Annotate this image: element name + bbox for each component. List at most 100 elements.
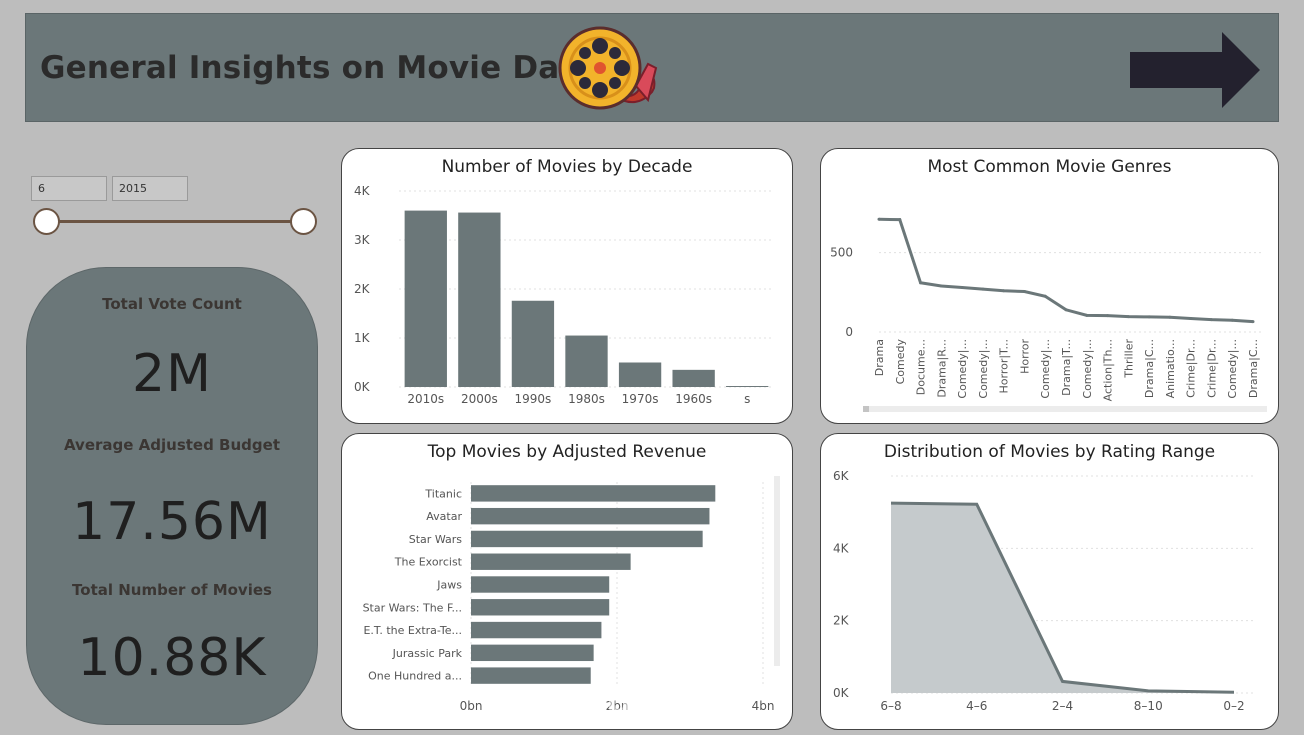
y-tick-label: 4K (833, 541, 850, 555)
x-tick-label: Action|Th... (1102, 339, 1115, 401)
next-page-arrow-icon[interactable] (1130, 32, 1262, 108)
revenue-bar (471, 485, 716, 502)
y-tick-label: The Exorcist (394, 556, 463, 569)
genre-point (1085, 313, 1089, 317)
y-tick-label: 2K (833, 614, 850, 628)
genre-point (1022, 290, 1026, 294)
x-tick-label: Horror|T... (998, 339, 1011, 393)
y-tick-label: 500 (830, 246, 853, 260)
genre-point (1002, 289, 1006, 293)
decade-bar (618, 362, 662, 387)
revenue-chart-panel: Top Movies by Adjusted Revenue 0bn 2bn 4bn… (341, 433, 793, 730)
x-tick-label: Comedy (894, 339, 907, 385)
y-tick-label: 3K (354, 233, 371, 247)
y-tick-label: Jurassic Park (392, 647, 463, 660)
range-end-input[interactable]: 2015 (112, 176, 188, 201)
x-tick-label: Drama|C... (1143, 339, 1156, 398)
revenue-bar (471, 553, 631, 570)
kpi-label-average-budget: Average Adjusted Budget (63, 436, 280, 454)
y-tick-label: 6K (833, 469, 850, 483)
genre-point (1209, 318, 1213, 322)
x-tick-label: 4bn (752, 699, 775, 713)
x-tick-label: Comedy|... (977, 339, 990, 399)
rating-line (890, 501, 1235, 694)
x-tick-label: Crime|Dr... (1205, 339, 1218, 398)
rating-chart-title: Distribution of Movies by Rating Range (883, 442, 1216, 462)
header-banner: General Insights on Movie Data (25, 13, 1279, 122)
y-tick-label: One Hundred a... (368, 670, 462, 683)
decade-bar (458, 212, 501, 387)
revenue-bar (471, 507, 710, 525)
x-tick-label: 2bn (606, 699, 629, 713)
x-tick-label: Drama|C... (1247, 339, 1260, 398)
genre-point (1043, 294, 1047, 298)
y-tick-label: Jaws (436, 579, 462, 592)
revenue-bar (471, 644, 594, 662)
x-tick-label: Comedy|... (956, 339, 969, 399)
y-tick-label: Star Wars: The F... (363, 601, 462, 614)
x-tick-label: Drama|R... (935, 339, 948, 398)
revenue-bar (471, 599, 610, 616)
genre-point (1147, 315, 1151, 319)
y-tick-label: Star Wars (409, 533, 462, 546)
horizontal-scrollbar (863, 406, 1267, 412)
genre-point (1168, 315, 1172, 319)
genre-point (1189, 317, 1193, 321)
y-tick-label: 0 (845, 325, 853, 339)
x-tick-label: Comedy|... (1039, 339, 1052, 399)
x-tick-label: Comedy|... (1226, 339, 1239, 399)
rating-area-chart: 0K 2K 4K 6K 6–8 4–6 2–4 8–10 0–2 (833, 469, 1254, 713)
decade-bar (404, 210, 447, 387)
decade-bar (565, 335, 608, 387)
decade-bar (726, 386, 769, 387)
film-reel-icon (558, 26, 658, 110)
x-tick-label: 0bn (460, 699, 483, 713)
revenue-bar-chart: 0bn 2bn 4bn Titanic Avatar Star Wars The Exorc… (363, 476, 780, 713)
rating-chart-panel: Distribution of Movies by Rating Range 0… (820, 433, 1279, 730)
genre-point (877, 217, 881, 221)
revenue-bar (471, 621, 602, 639)
x-tick-label: s (744, 392, 750, 406)
x-tick-label: 6–8 (880, 699, 901, 713)
scrollbar-thumb (863, 406, 869, 412)
range-slider-end-handle[interactable] (289, 208, 317, 235)
x-tick-label: 2–4 (1052, 699, 1073, 713)
genre-point (960, 286, 964, 290)
y-tick-label: E.T. the Extra-Te... (363, 624, 462, 637)
genre-line (878, 217, 1254, 324)
genre-point (1251, 320, 1255, 324)
kpi-value-average-budget: 17.56M (72, 492, 272, 552)
genres-chart-panel: Most Common Movie Genres 0 500 Drama Comedy… (820, 148, 1279, 424)
y-tick-label: 0K (354, 380, 371, 394)
x-tick-label: Docume... (915, 339, 928, 395)
x-tick-label: Drama (873, 339, 886, 376)
revenue-bar (471, 667, 591, 684)
x-tick-label: 1980s (568, 392, 605, 406)
genre-point (1126, 315, 1130, 319)
x-tick-label: Thriller (1122, 339, 1135, 379)
range-slider-start-handle[interactable] (32, 208, 60, 235)
page-title: General Insights on Movie Data (40, 50, 596, 86)
x-tick-label: 2000s (461, 392, 498, 406)
range-slider-track[interactable] (46, 220, 303, 223)
y-tick-label: 2K (354, 282, 371, 296)
genre-point (898, 218, 902, 222)
y-tick-label: 0K (833, 686, 850, 700)
kpi-label-vote-count: Total Vote Count (102, 295, 242, 313)
x-tick-label: 1960s (675, 392, 712, 406)
range-start-input[interactable]: 6 (31, 176, 107, 201)
x-tick-label: Comedy|... (1081, 339, 1094, 399)
y-tick-label: 1K (354, 331, 371, 345)
decade-bar (672, 369, 715, 387)
genre-point (939, 284, 943, 288)
genre-point (1106, 314, 1110, 318)
genres-chart-title: Most Common Movie Genres (927, 157, 1172, 177)
x-tick-label: 8–10 (1134, 699, 1163, 713)
y-tick-label: Titanic (424, 487, 462, 500)
y-tick-label: Avatar (426, 510, 462, 523)
vertical-scrollbar (774, 476, 780, 666)
x-tick-label: 2010s (407, 392, 444, 406)
decade-chart-title: Number of Movies by Decade (441, 157, 693, 177)
decade-bar (511, 300, 555, 387)
x-tick-label: Crime|Dr... (1185, 339, 1198, 398)
